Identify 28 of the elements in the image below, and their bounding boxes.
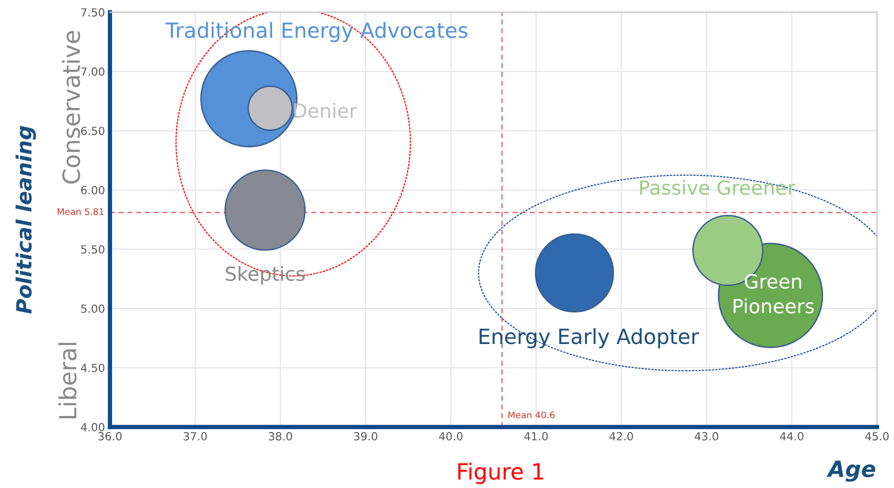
ref-line-label: Mean 40.6 xyxy=(508,411,555,418)
x-tick-label: 36.0 xyxy=(98,432,122,440)
caption: Figure 1 xyxy=(458,462,544,484)
y-tick-label: 5.50 xyxy=(81,245,104,254)
y-axis-title: Political leaning xyxy=(16,126,36,314)
x-tick-label: 39.0 xyxy=(354,432,378,440)
text: Liberal xyxy=(58,342,77,418)
series-label: Passive Greener xyxy=(640,180,796,195)
x-tick-label: 44.0 xyxy=(780,432,804,440)
y-tick-label: 4.00 xyxy=(80,422,104,432)
ref-line-label: Mean 5.81 xyxy=(58,208,104,216)
y-tick-label: 7.50 xyxy=(81,8,104,17)
x-tick-label: 41.0 xyxy=(524,432,548,440)
y-tick-label: 4.50 xyxy=(80,364,104,372)
x-tick-label: 42.0 xyxy=(610,432,633,440)
y-tick-label: 5.00 xyxy=(81,304,104,313)
x-tick-label: 37.0 xyxy=(184,432,207,440)
x-tick-label: 45.0 xyxy=(865,432,889,440)
y-tick-label: 6.00 xyxy=(81,186,104,194)
x-tick-label: 43.0 xyxy=(694,432,718,440)
x-tick-label: 40.0 xyxy=(439,432,463,440)
x-tick-label: 38.0 xyxy=(268,432,292,440)
series-label: Green Pioneers xyxy=(734,274,814,314)
y-tick-label: 7.00 xyxy=(81,67,104,76)
series-label: Skeptics xyxy=(226,266,305,285)
x-axis-title: Age xyxy=(826,460,876,482)
text: Conservative xyxy=(62,31,80,184)
y-tick-label: 6.50 xyxy=(81,126,104,136)
